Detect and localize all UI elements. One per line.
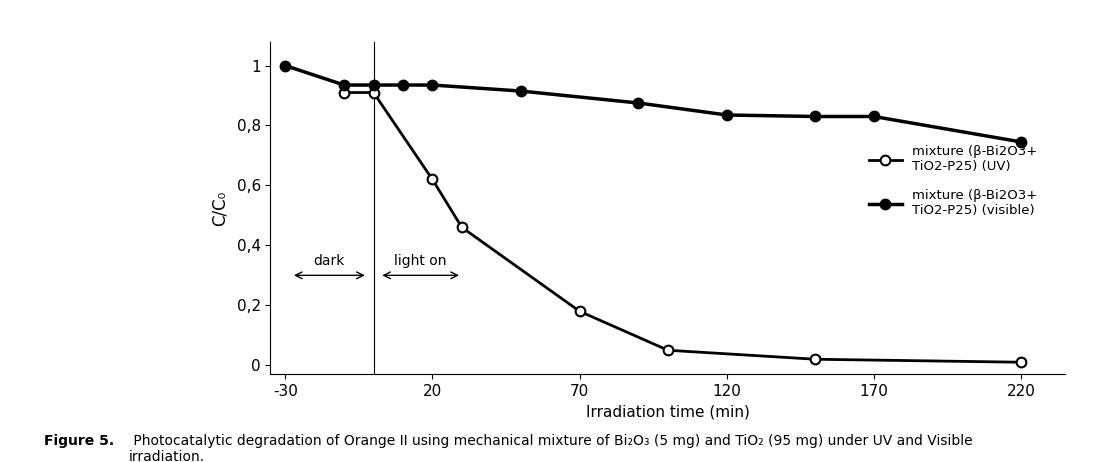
Text: dark: dark — [314, 254, 346, 268]
Y-axis label: C/C₀: C/C₀ — [210, 190, 229, 225]
Text: Figure 5.: Figure 5. — [44, 434, 115, 448]
Text: Photocatalytic degradation of Orange II using mechanical mixture of Bi₂O₃ (5 mg): Photocatalytic degradation of Orange II … — [129, 434, 973, 462]
Text: light on: light on — [394, 254, 447, 268]
X-axis label: Irradiation time (min): Irradiation time (min) — [586, 405, 750, 419]
Legend: mixture (β-Bi2O3+
TiO2-P25) (UV), mixture (β-Bi2O3+
TiO2-P25) (visible): mixture (β-Bi2O3+ TiO2-P25) (UV), mixtur… — [863, 140, 1043, 223]
